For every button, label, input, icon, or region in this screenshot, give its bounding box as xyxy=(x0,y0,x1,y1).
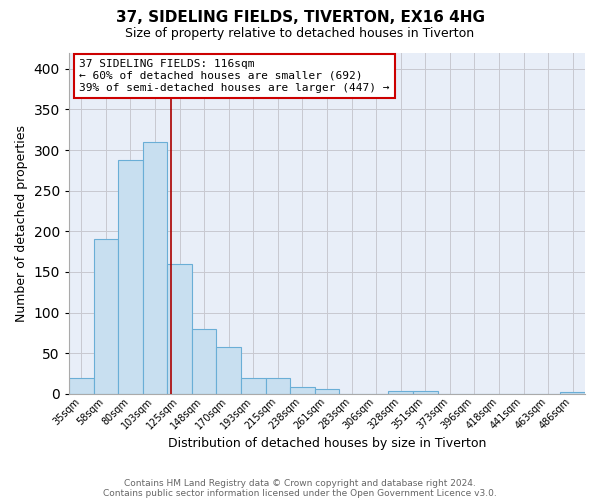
Text: 37, SIDELING FIELDS, TIVERTON, EX16 4HG: 37, SIDELING FIELDS, TIVERTON, EX16 4HG xyxy=(115,10,485,25)
Bar xyxy=(167,264,192,394)
Bar xyxy=(388,390,413,394)
Bar xyxy=(241,378,266,394)
Text: Contains HM Land Registry data © Crown copyright and database right 2024.: Contains HM Land Registry data © Crown c… xyxy=(124,478,476,488)
Bar xyxy=(560,392,585,394)
Bar xyxy=(314,389,339,394)
Bar xyxy=(217,346,241,394)
Bar xyxy=(118,160,143,394)
X-axis label: Distribution of detached houses by size in Tiverton: Distribution of detached houses by size … xyxy=(168,437,486,450)
Bar xyxy=(69,378,94,394)
Bar xyxy=(143,142,167,394)
Text: Size of property relative to detached houses in Tiverton: Size of property relative to detached ho… xyxy=(125,28,475,40)
Bar xyxy=(266,378,290,394)
Bar xyxy=(94,240,118,394)
Bar xyxy=(192,329,217,394)
Bar xyxy=(413,392,437,394)
Y-axis label: Number of detached properties: Number of detached properties xyxy=(15,124,28,322)
Text: Contains public sector information licensed under the Open Government Licence v3: Contains public sector information licen… xyxy=(103,488,497,498)
Bar xyxy=(290,388,314,394)
Text: 37 SIDELING FIELDS: 116sqm
← 60% of detached houses are smaller (692)
39% of sem: 37 SIDELING FIELDS: 116sqm ← 60% of deta… xyxy=(79,60,390,92)
